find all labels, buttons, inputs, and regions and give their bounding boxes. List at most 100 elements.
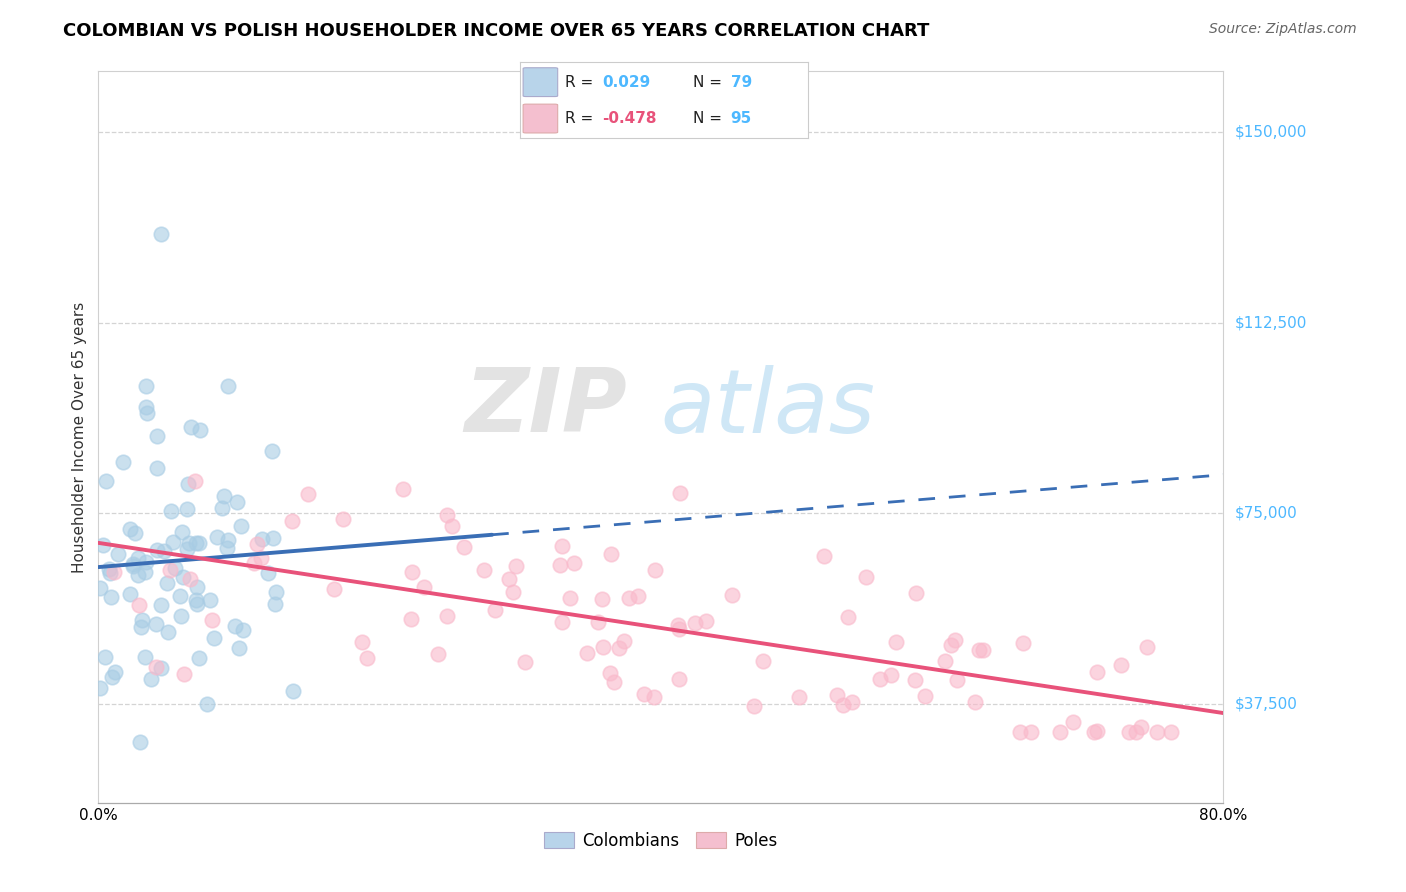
Point bbox=[1146, 724, 1168, 739]
Point bbox=[170, 524, 193, 539]
Point bbox=[186, 593, 208, 607]
Point bbox=[120, 522, 142, 536]
Point bbox=[153, 544, 176, 558]
Point bbox=[1062, 715, 1084, 730]
Point bbox=[392, 483, 415, 497]
Point bbox=[426, 647, 449, 661]
Point bbox=[436, 609, 458, 624]
Point bbox=[226, 495, 249, 509]
Point bbox=[685, 615, 707, 630]
Text: N =: N = bbox=[693, 75, 723, 90]
Point bbox=[257, 566, 280, 581]
Point bbox=[129, 735, 152, 749]
Point bbox=[104, 665, 127, 680]
Point bbox=[498, 572, 520, 586]
Point bbox=[162, 534, 184, 549]
Point bbox=[350, 635, 373, 649]
Text: atlas: atlas bbox=[661, 365, 876, 450]
Point bbox=[436, 508, 458, 523]
Point bbox=[963, 695, 986, 709]
Point bbox=[160, 504, 183, 518]
Point bbox=[904, 586, 927, 600]
Point bbox=[176, 541, 198, 556]
Point bbox=[177, 536, 200, 550]
Point bbox=[669, 485, 692, 500]
Point bbox=[187, 650, 209, 665]
Point bbox=[135, 379, 157, 393]
Point bbox=[550, 615, 572, 629]
Point bbox=[668, 622, 690, 636]
Point bbox=[145, 660, 167, 674]
Point bbox=[1085, 665, 1108, 679]
Point bbox=[1012, 636, 1035, 650]
Point bbox=[146, 428, 169, 442]
Point bbox=[122, 558, 145, 573]
Point bbox=[1083, 724, 1105, 739]
Point bbox=[1118, 724, 1140, 739]
Point bbox=[502, 585, 524, 599]
Point bbox=[149, 598, 172, 612]
Point bbox=[401, 612, 423, 626]
Point bbox=[1008, 724, 1031, 739]
Point bbox=[111, 454, 134, 468]
Point bbox=[100, 566, 122, 580]
Point bbox=[177, 476, 200, 491]
Point bbox=[562, 557, 585, 571]
Point bbox=[249, 550, 271, 565]
Point bbox=[607, 640, 630, 655]
FancyBboxPatch shape bbox=[523, 68, 558, 96]
Point bbox=[441, 518, 464, 533]
Point bbox=[89, 581, 111, 595]
Point bbox=[243, 556, 266, 570]
Text: -0.478: -0.478 bbox=[602, 111, 657, 126]
Point bbox=[401, 566, 423, 580]
Point bbox=[91, 538, 114, 552]
Point bbox=[281, 683, 304, 698]
Point bbox=[943, 632, 966, 647]
Point bbox=[505, 559, 527, 574]
Point bbox=[173, 666, 195, 681]
Point bbox=[946, 673, 969, 688]
Point bbox=[592, 640, 614, 654]
Point bbox=[184, 536, 207, 550]
Point bbox=[262, 532, 284, 546]
Point bbox=[141, 672, 163, 686]
Point bbox=[127, 550, 149, 565]
Point bbox=[914, 689, 936, 703]
Point bbox=[214, 489, 236, 503]
Point bbox=[107, 547, 129, 561]
Point bbox=[1049, 724, 1071, 739]
Point bbox=[825, 688, 848, 702]
Point bbox=[413, 580, 436, 594]
Point bbox=[135, 407, 157, 421]
Point bbox=[884, 634, 907, 648]
Point bbox=[217, 533, 239, 547]
Point bbox=[211, 500, 233, 515]
Point bbox=[100, 670, 122, 684]
Point bbox=[188, 423, 211, 437]
Point bbox=[228, 640, 250, 655]
Point bbox=[263, 598, 285, 612]
Text: 95: 95 bbox=[731, 111, 752, 126]
Point bbox=[264, 584, 287, 599]
Point bbox=[599, 666, 621, 681]
Point bbox=[558, 591, 581, 605]
Point bbox=[550, 540, 572, 554]
Point bbox=[179, 572, 201, 586]
Legend: Colombians, Poles: Colombians, Poles bbox=[537, 825, 785, 856]
Text: Source: ZipAtlas.com: Source: ZipAtlas.com bbox=[1209, 22, 1357, 37]
Point bbox=[120, 587, 142, 601]
Point bbox=[103, 566, 125, 580]
Point bbox=[89, 681, 111, 696]
Point bbox=[176, 501, 198, 516]
Point bbox=[145, 617, 167, 632]
FancyBboxPatch shape bbox=[523, 104, 558, 133]
Point bbox=[262, 444, 284, 458]
Point bbox=[941, 638, 963, 652]
Point bbox=[666, 618, 689, 632]
Point bbox=[250, 532, 273, 546]
Point bbox=[787, 690, 810, 704]
Point bbox=[644, 563, 666, 577]
Point bbox=[94, 649, 117, 664]
Point bbox=[832, 698, 855, 712]
